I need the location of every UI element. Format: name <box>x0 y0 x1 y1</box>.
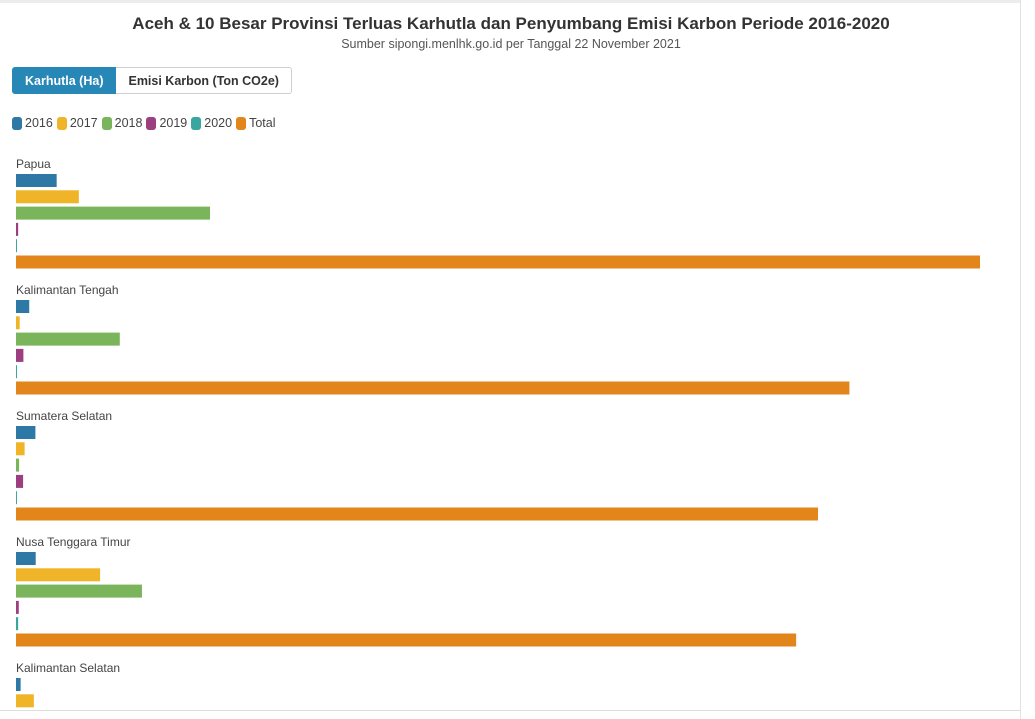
bar-total[interactable] <box>16 381 850 395</box>
bar-2020[interactable] <box>16 365 17 379</box>
bar-2016[interactable] <box>16 678 21 691</box>
bar-2019[interactable] <box>16 348 24 362</box>
bar-2016[interactable] <box>16 174 57 187</box>
legend-item[interactable]: 2019 <box>146 116 187 130</box>
bar-2016[interactable] <box>16 426 36 439</box>
legend-swatch <box>146 116 157 130</box>
category-label: Nusa Tenggara Timur <box>16 535 131 549</box>
bar-2019[interactable] <box>16 222 19 236</box>
bar-2017[interactable] <box>16 568 101 582</box>
category-label: Kalimantan Selatan <box>16 661 120 675</box>
legend-label: 2017 <box>69 116 98 130</box>
top-divider <box>0 0 1020 3</box>
tab-emisi-karbon[interactable]: Emisi Karbon (Ton CO2e) <box>116 67 292 94</box>
bottom-divider <box>0 710 1020 711</box>
legend-item[interactable]: 2020 <box>191 116 232 130</box>
bar-2019[interactable] <box>16 600 19 614</box>
chart-subtitle: Sumber sipongi.menlhk.go.id per Tanggal … <box>341 37 681 51</box>
chart-svg: Papua Kalimantan Tengah Sumatera Selatan Nu… <box>16 157 980 708</box>
legend-swatch <box>12 116 22 130</box>
category-label: Sumatera Selatan <box>16 409 112 423</box>
bar-2018[interactable] <box>16 458 20 472</box>
chart-legend: 2016 2017 2018 2019 2020 Total <box>12 116 279 130</box>
legend-label: Total <box>249 116 276 130</box>
bar-chart: Papua Kalimantan Tengah Sumatera Selatan Nu… <box>0 150 1020 710</box>
legend-label: 2016 <box>25 116 53 130</box>
bar-total[interactable] <box>16 633 797 647</box>
bar-2017[interactable] <box>16 442 25 456</box>
legend-item[interactable]: 2017 <box>56 116 98 130</box>
bar-2018[interactable] <box>16 206 211 220</box>
tab-karhutla[interactable]: Karhutla (Ha) <box>12 67 117 94</box>
legend-item[interactable]: 2016 <box>12 116 53 130</box>
bar-2017[interactable] <box>16 190 79 204</box>
legend-swatch <box>191 116 202 130</box>
legend-item[interactable]: Total <box>236 116 275 130</box>
bar-2016[interactable] <box>16 552 36 565</box>
bar-total[interactable] <box>16 255 980 269</box>
bar-2016[interactable] <box>16 300 30 313</box>
bar-2017[interactable] <box>16 316 20 330</box>
bar-2020[interactable] <box>16 617 19 631</box>
bar-2018[interactable] <box>16 584 142 598</box>
bar-2017[interactable] <box>16 694 34 708</box>
category-label: Kalimantan Tengah <box>16 283 119 297</box>
legend-swatch <box>236 116 247 130</box>
legend-item[interactable]: 2018 <box>101 116 143 130</box>
bar-total[interactable] <box>16 507 818 521</box>
right-divider <box>1020 0 1021 719</box>
bar-2020[interactable] <box>16 491 17 505</box>
chart-title: Aceh & 10 Besar Provinsi Terluas Karhutl… <box>132 14 890 33</box>
legend-label: 2020 <box>204 116 233 130</box>
legend-swatch <box>101 116 112 130</box>
metric-tabs: Karhutla (Ha) Emisi Karbon (Ton CO2e) <box>12 67 292 94</box>
bar-2018[interactable] <box>16 332 120 346</box>
bar-2020[interactable] <box>16 239 17 253</box>
legend-swatch <box>56 116 67 130</box>
category-label: Papua <box>16 157 51 171</box>
bar-2019[interactable] <box>16 474 24 488</box>
legend-label: 2018 <box>114 116 143 130</box>
legend-label: 2019 <box>159 116 188 130</box>
